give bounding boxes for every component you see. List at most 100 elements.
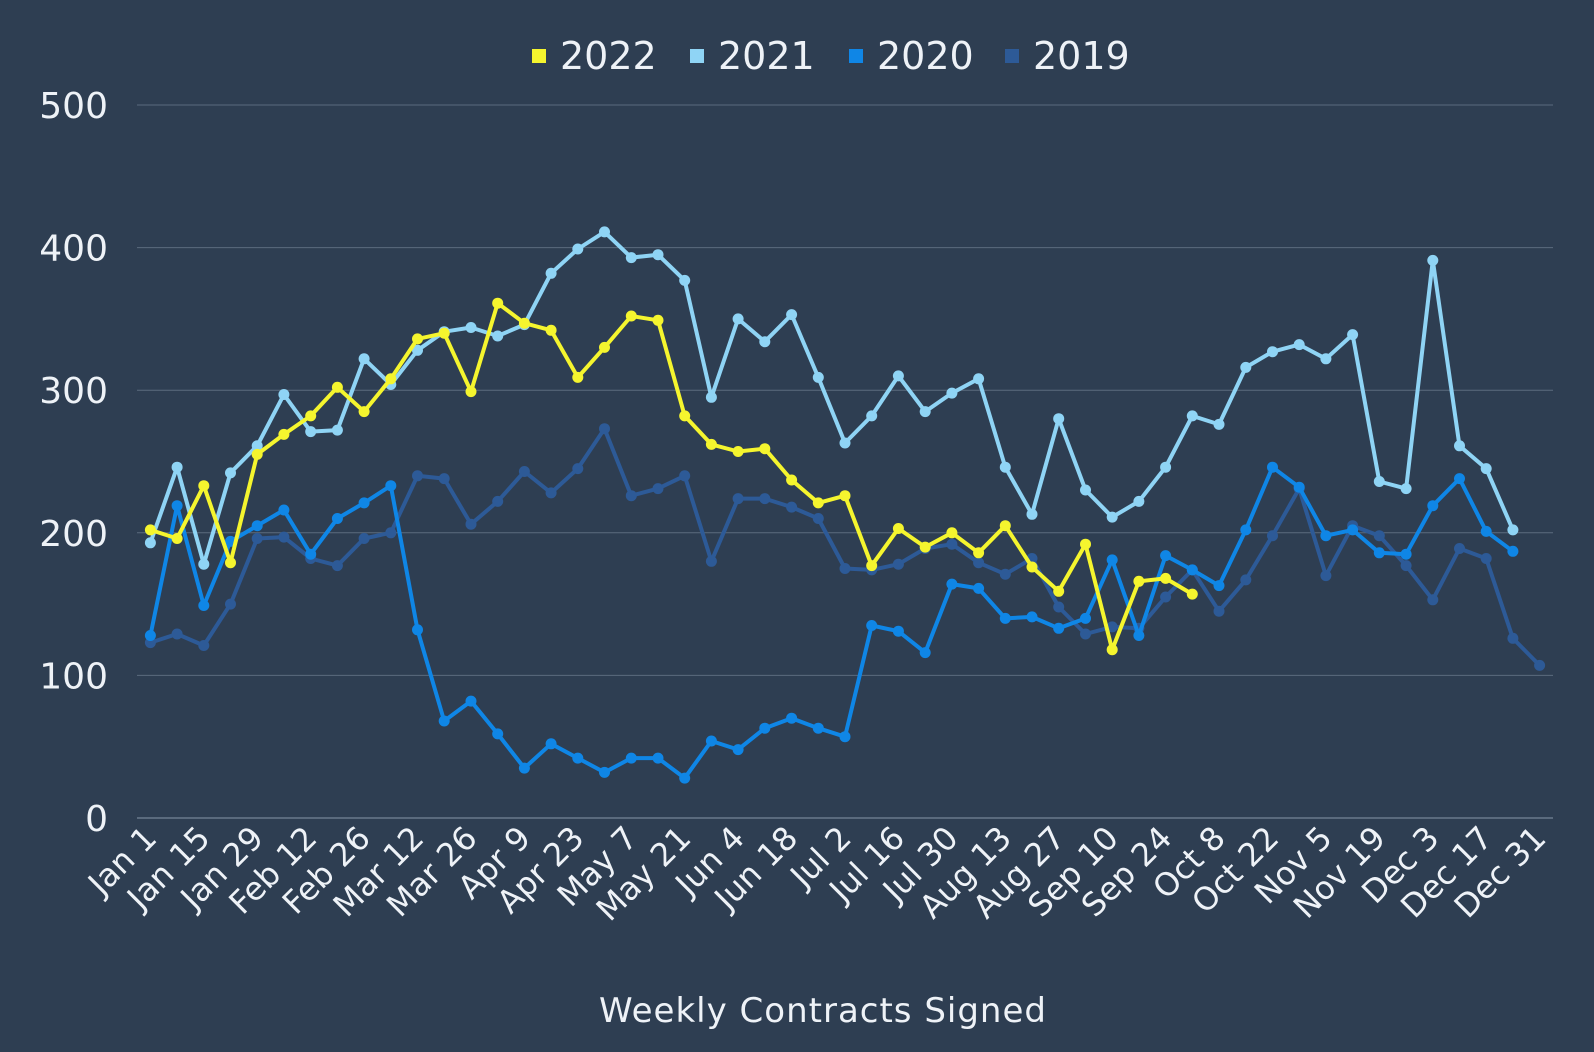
data-point	[198, 640, 210, 651]
data-point	[786, 309, 798, 321]
data-point	[759, 336, 771, 348]
data-point	[278, 504, 290, 516]
data-point	[1080, 628, 1091, 640]
data-point	[1186, 588, 1198, 600]
data-point	[331, 381, 343, 393]
data-point	[1454, 473, 1465, 485]
data-point	[786, 474, 798, 486]
data-point	[705, 438, 717, 450]
data-point	[331, 560, 343, 572]
data-point	[839, 490, 851, 502]
data-point	[599, 423, 610, 435]
data-point	[1213, 580, 1225, 592]
data-point	[1293, 481, 1305, 493]
data-point	[999, 612, 1011, 624]
data-point	[1373, 476, 1385, 487]
data-point	[1267, 346, 1278, 358]
data-point	[144, 630, 156, 641]
data-point	[919, 406, 931, 418]
data-point	[919, 647, 931, 659]
data-point	[1480, 525, 1492, 537]
data-point	[625, 310, 637, 322]
data-point	[679, 410, 691, 422]
data-point	[1267, 461, 1278, 473]
data-point	[1347, 524, 1359, 536]
data-point	[438, 473, 450, 485]
data-point	[705, 735, 717, 747]
data-point	[1534, 659, 1546, 671]
legend-label: 2020	[877, 34, 974, 78]
data-point	[385, 527, 397, 539]
data-point	[812, 371, 824, 383]
data-point	[171, 628, 183, 640]
data-point	[1026, 508, 1038, 520]
data-point	[1454, 543, 1465, 554]
data-point	[732, 493, 744, 505]
data-point	[1427, 594, 1439, 606]
data-point	[1400, 548, 1412, 560]
data-point	[144, 524, 156, 536]
data-point	[812, 722, 824, 734]
data-point	[1053, 413, 1065, 425]
data-point	[1480, 463, 1492, 475]
data-point	[892, 523, 904, 534]
y-tick-label: 0	[85, 799, 108, 840]
data-point	[492, 495, 504, 507]
data-point	[679, 470, 691, 482]
data-point	[1186, 410, 1198, 422]
data-point	[625, 752, 637, 764]
data-point	[251, 533, 263, 544]
data-point	[652, 483, 664, 495]
data-point	[385, 373, 397, 385]
data-point	[973, 557, 985, 569]
data-point	[251, 520, 263, 532]
data-point	[1160, 591, 1172, 603]
data-point	[465, 695, 477, 707]
data-point	[946, 578, 958, 590]
data-point	[946, 387, 958, 399]
data-point	[1320, 530, 1332, 542]
data-point	[919, 541, 931, 553]
series-line-2021	[148, 229, 1515, 567]
data-point	[1106, 644, 1118, 656]
data-point	[973, 547, 985, 559]
data-point	[625, 490, 637, 502]
data-point	[866, 560, 878, 572]
data-point	[331, 513, 343, 524]
y-tick-label: 200	[39, 514, 108, 555]
data-point	[786, 712, 798, 724]
data-point	[1213, 605, 1225, 617]
data-point	[412, 344, 423, 356]
data-point	[412, 470, 423, 482]
series-2022	[144, 297, 1198, 656]
data-point	[545, 324, 557, 336]
x-axis-title: Weekly Contracts Signed	[599, 991, 1047, 1031]
legend: 2022 2021 2020 2019	[532, 34, 1130, 78]
series-line-2022	[148, 301, 1195, 652]
legend-swatch	[532, 49, 546, 63]
data-point	[1400, 483, 1412, 495]
data-point	[518, 466, 530, 477]
data-point	[1427, 500, 1439, 512]
data-point	[1507, 524, 1519, 536]
legend-item-2019: 2019	[1005, 34, 1130, 78]
data-point	[358, 353, 370, 365]
data-point	[492, 330, 504, 342]
data-point	[732, 446, 744, 457]
data-point	[438, 715, 450, 727]
data-point	[1320, 353, 1332, 365]
data-point	[839, 563, 851, 574]
data-point	[465, 518, 477, 530]
data-point	[1507, 545, 1519, 557]
data-point	[866, 410, 878, 422]
series-line-2019	[148, 426, 1542, 668]
legend-label: 2021	[718, 34, 815, 78]
data-point	[759, 493, 771, 505]
data-point	[251, 448, 263, 460]
data-point	[1480, 553, 1492, 564]
data-point	[1293, 339, 1305, 351]
data-point	[1400, 560, 1412, 572]
data-point	[1213, 418, 1225, 430]
